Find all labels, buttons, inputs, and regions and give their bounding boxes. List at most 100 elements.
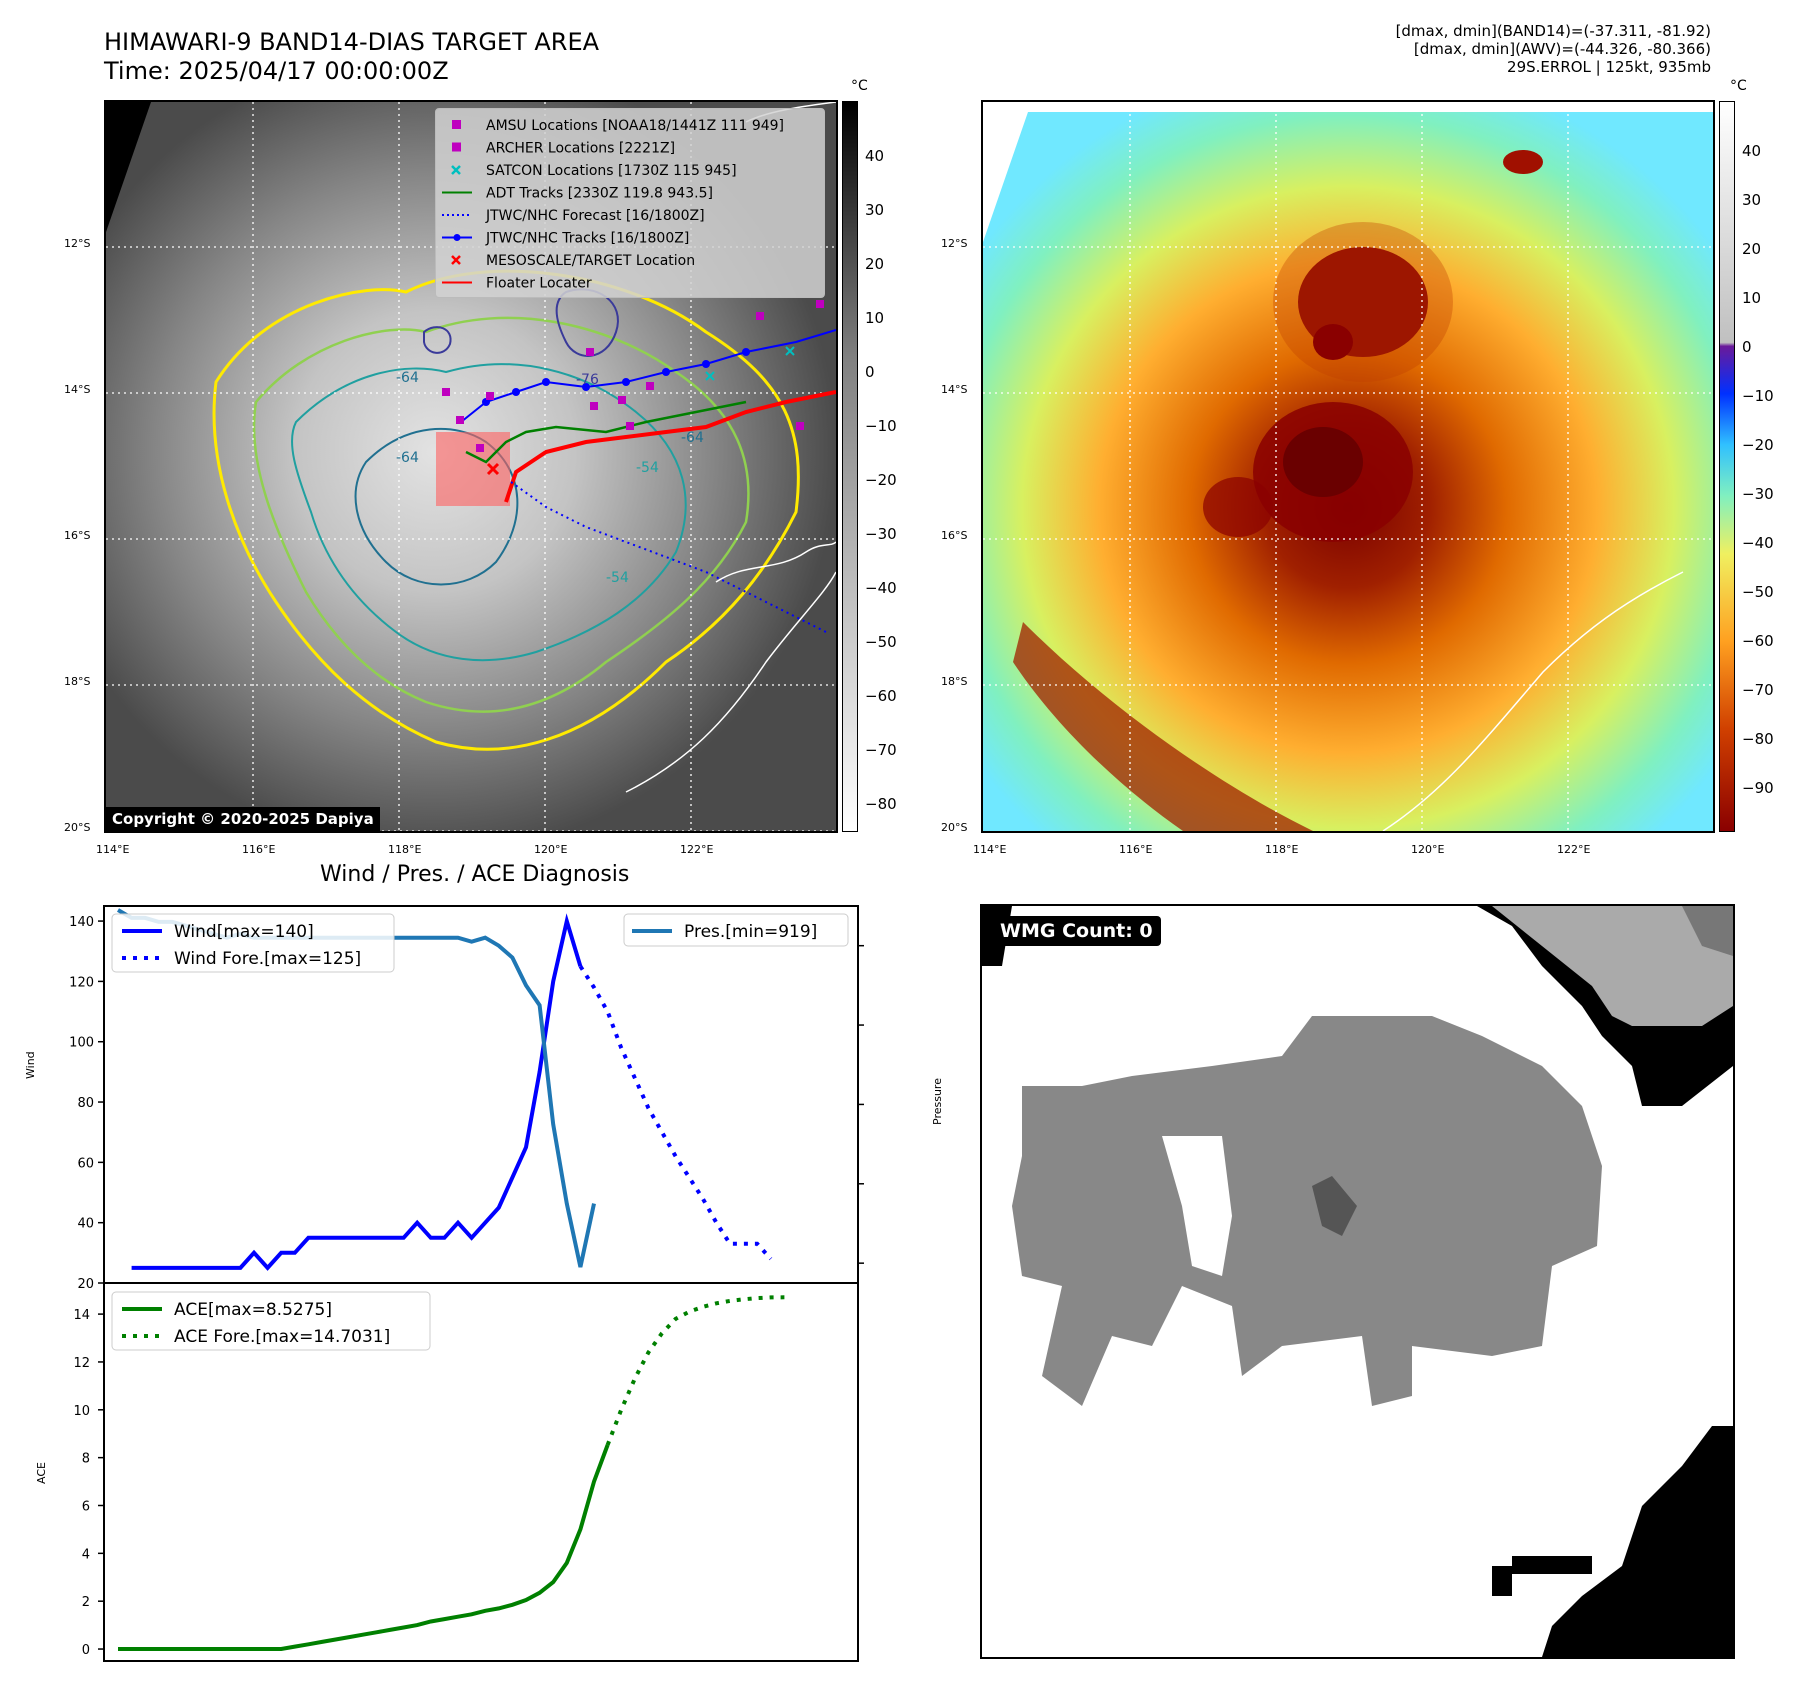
ace-plot-frame [103,1282,859,1662]
storm-info: [dmax, dmin](BAND14)=(-37.311, -81.92) [… [1396,22,1711,76]
map-legend: AMSU Locations [NOAA18/1441Z 111 949] ARC… [435,108,825,298]
legend-swatch [452,142,461,152]
ace-tick-label: 6 [82,1499,90,1514]
contour-label: -64 [396,370,419,386]
colorbar-tick-label: −60 [865,687,897,705]
wind-tick-label: 80 [77,1096,94,1111]
colorbar-tick-label: −60 [1742,632,1774,650]
wind-tick-label: 20 [77,1277,94,1292]
colorbar-tick-label: −50 [1742,583,1774,601]
colorbar-tick-label: 10 [1742,289,1762,307]
ace-tick-label: 12 [73,1356,90,1371]
legend-label: ACE[max=8.5275] [174,1300,332,1320]
ace-tick-label: 14 [73,1308,90,1323]
ace-tick-label: 8 [82,1452,90,1467]
legend-label: Floater Locater [486,276,592,292]
colorbar-tick-label: 30 [865,201,885,219]
colorbar-tick-label: 20 [1742,240,1762,258]
legend-swatch [451,255,461,265]
wind-tick-label: 100 [69,1036,94,1051]
wind-forecast-line [578,965,773,1261]
lon-tick-label: 114°E [973,843,1007,856]
contour-label: -64 [681,430,704,446]
colorbar-tick-label: −80 [1742,730,1774,748]
title-line-1: HIMAWARI-9 BAND14-DIAS TARGET AREA [104,28,600,56]
diagnosis-chart: 2040608010012014092094096098010000246810… [69,905,864,1662]
colorbar-tick-label: −30 [865,525,897,543]
colorbar-tick-label: −70 [865,741,897,759]
colorbar-tick-label: −90 [1742,779,1774,797]
colorbar-tick-label: 40 [1742,142,1762,160]
contour-label: -76 [576,372,599,388]
ace-forecast-line [605,1295,785,1446]
colorbar-tick-label: −40 [1742,534,1774,552]
colorbar-tick-label: 30 [1742,191,1762,209]
colorbar-tick-label: 20 [865,255,885,273]
wind-legend [111,913,395,973]
left-colorbar [842,101,858,832]
left-colorbar-unit: °C [851,78,868,94]
band14-map: -76 -64 -64 -54 -54 -64 AMSU Locations [… [104,100,838,833]
info-line-2: [dmax, dmin](AWV)=(-44.326, -80.366) [1413,40,1711,58]
right-colorbar-unit: °C [1730,78,1747,94]
title-line-2: Time: 2025/04/17 00:00:00Z [104,57,449,85]
lat-tick-label: 18°S [941,675,968,688]
lon-tick-label: 114°E [96,843,130,856]
colorbar-tick-label: 0 [865,363,875,381]
right-colorbar [1719,101,1735,832]
legend-label: ARCHER Locations [2221Z] [486,141,675,157]
lon-tick-label: 120°E [534,843,568,856]
colorbar-tick-label: 10 [865,309,885,327]
lat-tick-label: 14°S [64,383,91,396]
wmg-count-label: WMG Count: 0 [992,916,1161,946]
colorbar-tick-label: −10 [865,417,897,435]
colorbar-tick-label: −20 [865,471,897,489]
colorbar-tick-label: 0 [1742,338,1752,356]
legend-label: JTWC/NHC Tracks [16/1800Z] [485,231,689,247]
lon-tick-label: 122°E [680,843,714,856]
wind-tick-label: 140 [69,915,94,930]
awv-map [981,100,1715,833]
wind-tick-label: 120 [69,975,94,990]
lat-tick-label: 16°S [64,529,91,542]
legend-label: ACE Fore.[max=14.7031] [174,1327,390,1347]
lon-tick-label: 118°E [1265,843,1299,856]
pressure-axis-label: Pressure [931,1078,944,1125]
legend-swatch [442,234,472,241]
info-line-3: 29S.ERROL | 125kt, 935mb [1507,58,1711,76]
legend-label: JTWC/NHC Forecast [16/1800Z] [485,208,705,224]
lon-tick-label: 116°E [242,843,276,856]
contour-label: -54 [606,570,629,586]
contour-label: -64 [396,450,419,466]
legend-label: AMSU Locations [NOAA18/1441Z 111 949] [486,118,784,134]
lat-tick-label: 20°S [64,821,91,834]
contour-label: -54 [636,460,659,476]
lon-tick-label: 122°E [1557,843,1591,856]
wind-series-line [131,913,583,1271]
wind-tick-label: 60 [77,1156,94,1171]
legend-label: ADT Tracks [2330Z 119.8 943.5] [486,186,713,202]
figure-title: HIMAWARI-9 BAND14-DIAS TARGET AREA Time:… [104,28,599,86]
colorbar-tick-label: −50 [865,633,897,651]
lat-tick-label: 12°S [941,237,968,250]
colorbar-tick-label: −80 [865,795,897,813]
awv-map-image [983,102,1713,831]
legend-label: Wind Fore.[max=125] [174,949,361,969]
lat-tick-label: 14°S [941,383,968,396]
ace-legend [111,1291,431,1351]
colorbar-tick-label: 40 [865,147,885,165]
wmg-panel: WMG Count: 0 [980,904,1735,1659]
lon-tick-label: 116°E [1119,843,1153,856]
copyright-label: Copyright © 2020-2025 Dapiya [106,807,380,831]
legend-label: SATCON Locations [1730Z 115 945] [486,163,737,179]
lon-tick-label: 118°E [388,843,422,856]
colorbar-tick-label: −40 [865,579,897,597]
lon-tick-label: 120°E [1411,843,1445,856]
lat-tick-label: 16°S [941,529,968,542]
legend-swatch [452,120,461,129]
wind-tick-label: 40 [77,1217,94,1232]
lat-tick-label: 18°S [64,675,91,688]
colorbar-tick-label: −20 [1742,436,1774,454]
pressure-legend [623,913,849,947]
legend-label: MESOSCALE/TARGET Location [486,253,695,269]
